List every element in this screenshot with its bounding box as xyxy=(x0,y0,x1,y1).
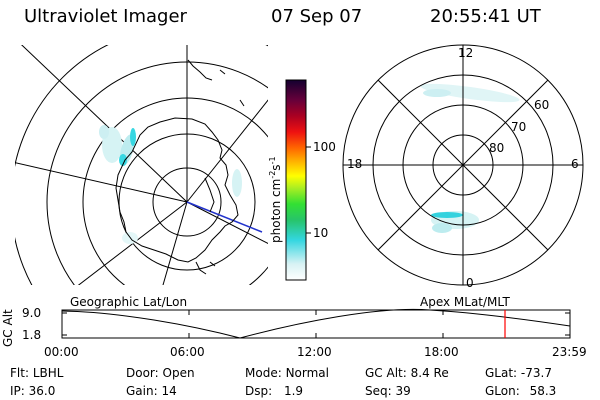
altitude-ytick-1: 1.8 xyxy=(22,328,42,342)
colorbar-label-10: 10 xyxy=(313,226,329,240)
terminator-line xyxy=(186,201,263,233)
info-glat: GLat: -73.7 xyxy=(485,366,552,380)
altitude-plot xyxy=(61,308,571,339)
magnetic-polar-map xyxy=(342,44,584,286)
altitude-xtick-0000: 00:00 xyxy=(44,345,79,359)
info-door: Door: Open xyxy=(126,366,195,380)
mlat-label-80: 80 xyxy=(489,141,505,155)
mlt-label-12: 12 xyxy=(458,46,474,60)
time-label: 20:55:41 UT xyxy=(430,6,541,27)
altitude-ylabel: GC Alt xyxy=(1,309,15,347)
info-seq: Seq: 39 xyxy=(365,384,411,398)
meridian-lines xyxy=(15,45,268,285)
altitude-ytick-9: 9.0 xyxy=(22,306,42,320)
info-mode: Mode: Normal xyxy=(245,366,329,380)
mlat-label-70: 70 xyxy=(511,120,527,134)
aurora-blobs-left xyxy=(99,125,242,244)
island-outlines xyxy=(187,59,245,275)
mlt-label-18: 18 xyxy=(347,157,363,171)
altitude-xtick-0600: 06:00 xyxy=(170,345,205,359)
altitude-xtick-2359: 23:59 xyxy=(552,345,587,359)
mlt-label-0: 0 xyxy=(466,276,474,290)
geographic-panel-label: Geographic Lat/Lon xyxy=(70,295,188,309)
apex-panel-label: Apex MLat/MLT xyxy=(420,295,510,309)
instrument-title: Ultraviolet Imager xyxy=(24,6,187,27)
colorbar-unit-label: photon cm-2s-1 xyxy=(268,156,283,243)
info-gc-alt: GC Alt: 8.4 Re xyxy=(365,366,449,380)
colorbar xyxy=(285,79,307,281)
mlt-label-6: 6 xyxy=(571,157,579,171)
info-glon: GLon: 58.3 xyxy=(485,384,557,398)
altitude-curve xyxy=(61,308,571,339)
info-dsp: Dsp: 1.9 xyxy=(245,384,304,398)
info-filter: Flt: LBHL xyxy=(10,366,64,380)
date-label: 07 Sep 07 xyxy=(271,6,363,27)
altitude-xtick-1800: 18:00 xyxy=(424,345,459,359)
info-gain: Gain: 14 xyxy=(126,384,177,398)
altitude-xtick-1200: 12:00 xyxy=(297,345,332,359)
aurora-blobs-right xyxy=(420,83,520,233)
mlat-label-60: 60 xyxy=(534,98,550,112)
antarctica-coastline xyxy=(115,117,239,263)
colorbar-label-100: 100 xyxy=(313,140,336,154)
geographic-map xyxy=(15,45,268,285)
altitude-xticks xyxy=(61,310,571,338)
mlt-lines xyxy=(343,45,583,285)
info-ip: IP: 36.0 xyxy=(10,384,56,398)
